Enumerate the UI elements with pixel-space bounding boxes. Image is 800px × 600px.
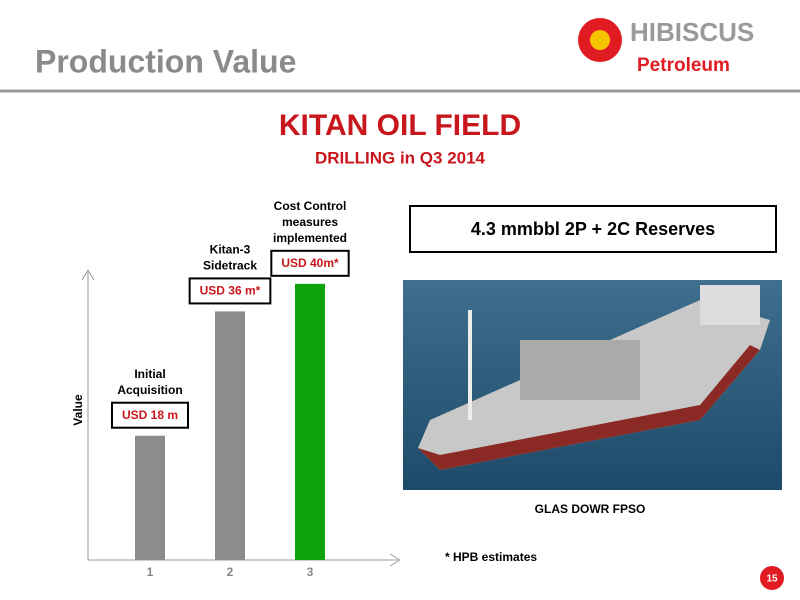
x-tick-label: 3 <box>307 565 314 579</box>
slide-subtitle: DRILLING in Q3 2014 <box>315 148 486 167</box>
page-badge <box>760 566 784 590</box>
logo-top: HIBISCUS <box>630 17 754 47</box>
logo: HIBISCUS Petroleum <box>578 17 754 76</box>
slide-title: KITAN OIL FIELD <box>279 109 521 142</box>
logo-bottom: Petroleum <box>637 55 730 76</box>
bar-note: implemented <box>273 231 347 245</box>
x-tick-label: 2 <box>227 565 234 579</box>
x-tick-label: 1 <box>147 565 154 579</box>
y-axis-label: Value <box>71 394 85 426</box>
value-label-box <box>188 277 272 305</box>
reserves-box <box>409 205 777 253</box>
bar-note: Cost Control <box>274 199 347 213</box>
ship-photo <box>403 280 782 490</box>
bar <box>135 435 165 560</box>
value-label-box <box>270 249 350 277</box>
value-label: USD 36 m* <box>200 284 261 298</box>
header-title: Production Value <box>35 43 296 79</box>
reserves-text: 4.3 mmbbl 2P + 2C Reserves <box>471 219 715 239</box>
value-label: USD 18 m <box>122 408 178 422</box>
footnote: * HPB estimates <box>445 550 537 564</box>
page-number: 15 <box>766 574 778 585</box>
bar <box>295 283 325 560</box>
bar-note: measures <box>282 215 338 229</box>
bar-note: Acquisition <box>117 383 182 397</box>
bar <box>215 311 245 560</box>
value-label: USD 40m* <box>281 256 339 270</box>
photo-caption: GLAS DOWR FPSO <box>535 502 646 516</box>
bar-note: Kitan-3 <box>210 243 251 257</box>
bar-note: Sidetrack <box>203 259 257 273</box>
bar-note: Initial <box>134 367 165 381</box>
value-label-box <box>110 401 190 429</box>
